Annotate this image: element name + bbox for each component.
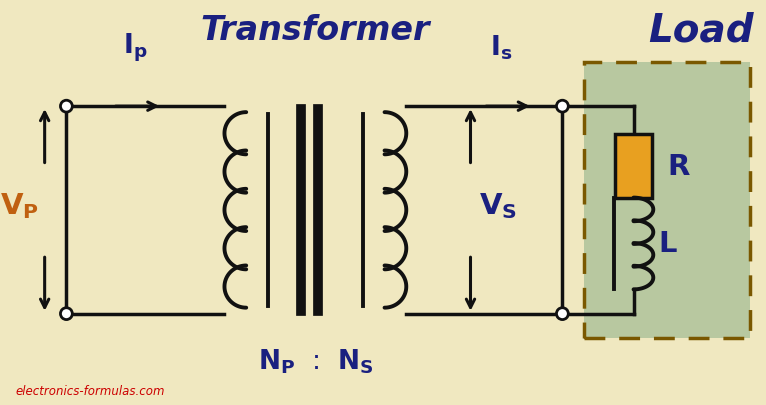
Circle shape [61,101,72,113]
Text: $\mathbf{I_s}$: $\mathbf{I_s}$ [490,34,512,62]
Text: $\mathbf{I_p}$: $\mathbf{I_p}$ [123,32,148,64]
Circle shape [556,101,568,113]
Text: electronics-formulas.com: electronics-formulas.com [15,384,165,396]
Bar [584,62,750,339]
Circle shape [556,308,568,320]
Text: $\mathbf{N_P}$  :  $\mathbf{N_S}$: $\mathbf{N_P}$ : $\mathbf{N_S}$ [257,347,373,375]
Text: L: L [658,230,676,258]
Text: Load: Load [648,11,754,49]
Circle shape [61,308,72,320]
Text: $\mathbf{V_S}$: $\mathbf{V_S}$ [480,191,517,220]
Text: R: R [667,153,689,181]
Bar [584,62,750,339]
Text: $\mathbf{V_P}$: $\mathbf{V_P}$ [1,191,39,220]
Bar [615,134,653,198]
Text: Transformer: Transformer [201,13,430,47]
